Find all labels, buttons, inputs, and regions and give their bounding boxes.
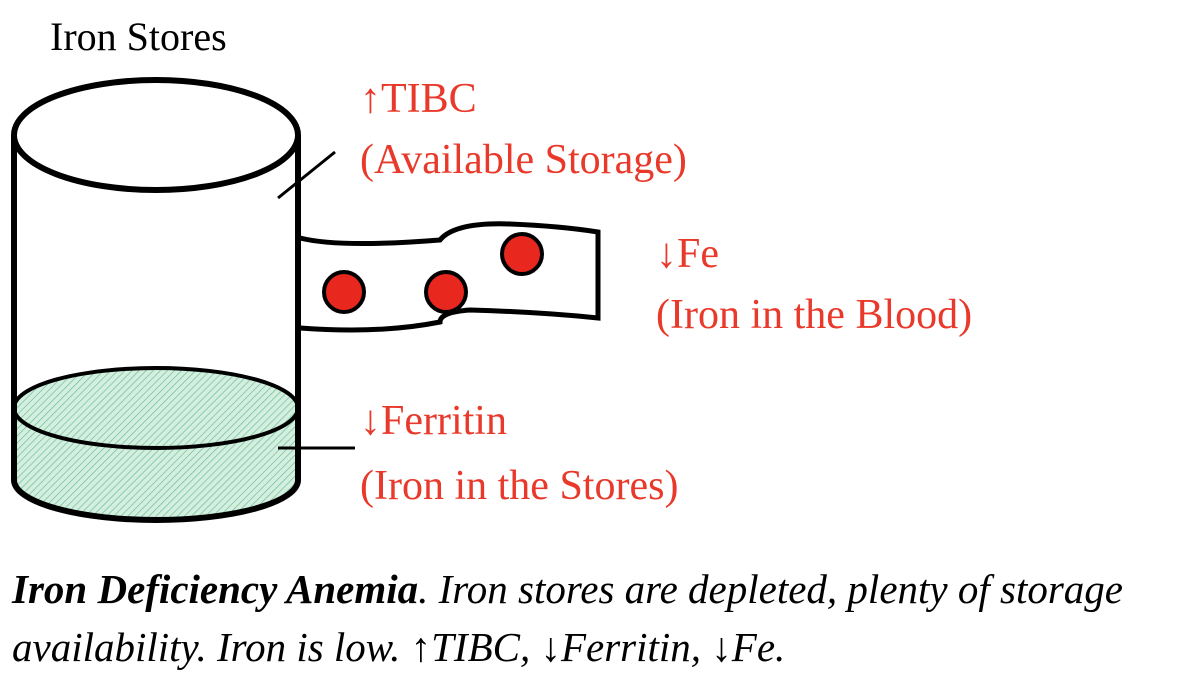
- iron-dots: [322, 232, 544, 314]
- iron-dot: [500, 232, 544, 276]
- blood-vessel: [299, 221, 601, 333]
- figure-caption: Iron Deficiency Anemia. Iron stores are …: [12, 560, 1177, 676]
- caption-title: Iron Deficiency Anemia: [12, 566, 419, 612]
- caption-text: . Iron stores are depleted, plenty of st…: [12, 566, 1124, 670]
- ferritin-label: ↓Ferritin: [360, 398, 507, 444]
- fe-description: (Iron in the Blood): [656, 292, 972, 338]
- iron-dot: [322, 270, 366, 314]
- tibc-label: ↑TIBC: [360, 76, 477, 122]
- tibc-description: (Available Storage): [360, 137, 687, 183]
- tibc-leader-line: [277, 150, 336, 200]
- iron-dot: [424, 270, 468, 314]
- diagram-title: Iron Stores: [50, 14, 227, 59]
- ferritin-description: (Iron in the Stores): [360, 463, 678, 509]
- storage-cylinder: [11, 77, 301, 523]
- ferritin-fill: [12, 366, 300, 520]
- iron-stores-diagram: Iron Stores ↑TIBC (Available Storage) ↓F…: [11, 14, 972, 523]
- fe-label: ↓Fe: [656, 231, 719, 277]
